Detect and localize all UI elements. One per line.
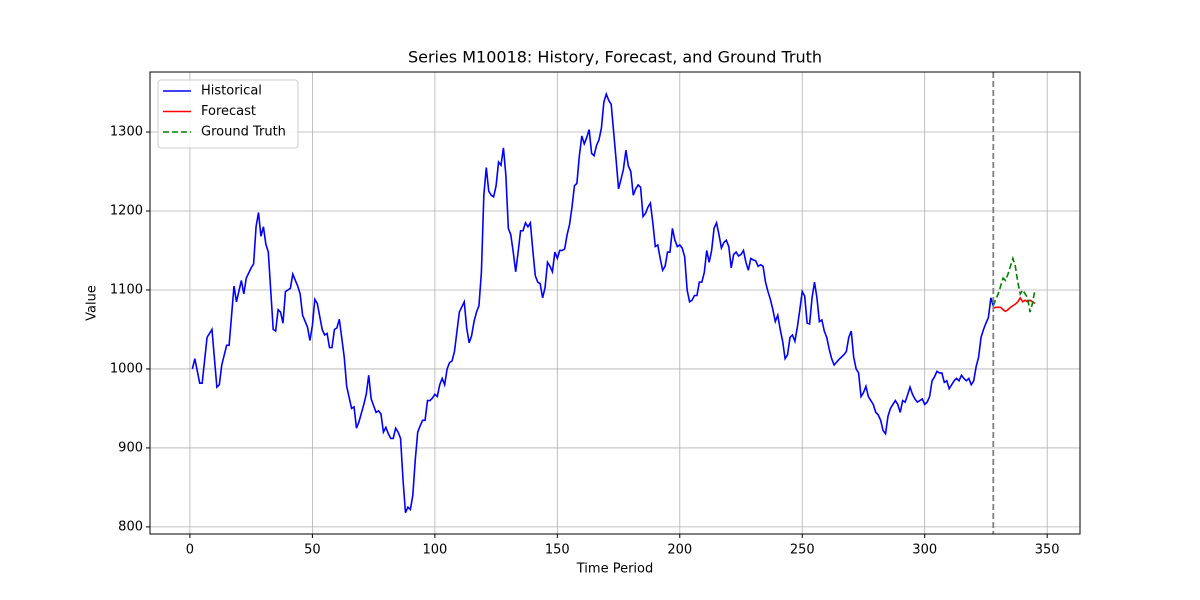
y-tick-label: 800 bbox=[118, 519, 143, 534]
y-axis-label: Value bbox=[85, 285, 100, 321]
x-tick-label: 300 bbox=[912, 543, 937, 558]
plot-frame bbox=[149, 71, 1081, 535]
x-tick-label: 0 bbox=[186, 543, 194, 558]
series-line bbox=[992, 255, 1036, 313]
y-tick-label: 1300 bbox=[110, 125, 143, 140]
y-tick-label: 1000 bbox=[110, 361, 143, 376]
x-axis-label: Time Period bbox=[576, 562, 653, 577]
x-tick-label: 150 bbox=[545, 543, 570, 558]
x-tick-label: 250 bbox=[790, 543, 815, 558]
x-tick-label: 350 bbox=[1035, 543, 1060, 558]
legend-label: Historical bbox=[201, 84, 262, 99]
x-tick-label: 100 bbox=[422, 543, 447, 558]
legend-label: Forecast bbox=[201, 104, 256, 119]
y-tick-label: 1200 bbox=[110, 203, 143, 218]
legend-box bbox=[157, 79, 299, 149]
x-tick-label: 50 bbox=[304, 543, 321, 558]
y-tick-label: 900 bbox=[118, 440, 143, 455]
series-line bbox=[191, 91, 995, 514]
y-tick-label: 1100 bbox=[110, 282, 143, 297]
x-tick-label: 200 bbox=[667, 543, 692, 558]
legend-label: Ground Truth bbox=[201, 125, 286, 140]
chart-title: Series M10018: History, Forecast, and Gr… bbox=[408, 48, 822, 67]
